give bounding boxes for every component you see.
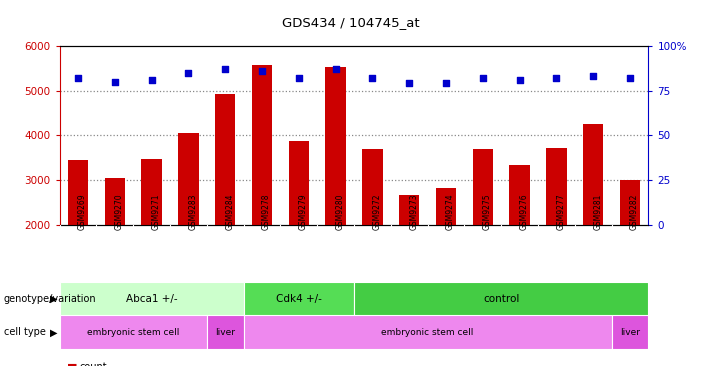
Bar — [325, 67, 346, 225]
Text: liver: liver — [620, 328, 640, 337]
Point — [109, 79, 121, 85]
Bar — [436, 188, 456, 225]
Point — [367, 75, 378, 81]
Bar — [68, 160, 88, 225]
Text: control: control — [483, 294, 519, 304]
Text: liver: liver — [215, 328, 236, 337]
Point — [551, 75, 562, 81]
Bar — [142, 159, 162, 225]
Point — [514, 77, 525, 83]
Text: embryonic stem cell: embryonic stem cell — [87, 328, 179, 337]
Bar — [510, 165, 530, 225]
Point — [330, 66, 341, 72]
Text: GSM9278: GSM9278 — [262, 193, 271, 229]
Text: count: count — [79, 362, 107, 366]
Text: embryonic stem cell: embryonic stem cell — [381, 328, 474, 337]
Bar — [362, 149, 383, 225]
Text: GSM9280: GSM9280 — [336, 193, 345, 229]
Text: GSM9279: GSM9279 — [299, 193, 308, 229]
Text: GSM9284: GSM9284 — [225, 193, 234, 229]
Point — [625, 75, 636, 81]
Text: ▶: ▶ — [50, 294, 57, 304]
Text: genotype/variation: genotype/variation — [4, 294, 96, 304]
Bar — [354, 282, 648, 315]
Text: Cdk4 +/-: Cdk4 +/- — [276, 294, 322, 304]
Bar — [583, 124, 604, 225]
Text: GSM9270: GSM9270 — [115, 193, 124, 229]
Bar — [60, 315, 207, 349]
Text: GSM9282: GSM9282 — [630, 193, 639, 229]
Text: GSM9269: GSM9269 — [78, 193, 87, 229]
Bar — [215, 94, 236, 225]
Point — [72, 75, 83, 81]
Text: ■: ■ — [67, 362, 77, 366]
Bar — [620, 180, 640, 225]
Point — [183, 70, 194, 75]
Bar — [472, 149, 493, 225]
Bar — [289, 141, 309, 225]
Point — [219, 66, 231, 72]
Bar — [60, 282, 244, 315]
Text: GSM9281: GSM9281 — [593, 193, 602, 229]
Point — [257, 68, 268, 74]
Text: GSM9272: GSM9272 — [372, 193, 381, 229]
Text: Abca1 +/-: Abca1 +/- — [125, 294, 177, 304]
Bar — [244, 282, 354, 315]
Bar — [104, 178, 125, 225]
Text: ▶: ▶ — [50, 327, 57, 337]
Point — [587, 73, 599, 79]
Bar — [399, 195, 419, 225]
Point — [146, 77, 157, 83]
Text: GSM9273: GSM9273 — [409, 193, 418, 229]
Text: GSM9275: GSM9275 — [483, 193, 492, 229]
Text: GSM9283: GSM9283 — [189, 193, 198, 229]
Point — [440, 81, 451, 86]
Text: GSM9274: GSM9274 — [446, 193, 455, 229]
Bar — [612, 315, 648, 349]
Text: GSM9277: GSM9277 — [557, 193, 566, 229]
Bar — [244, 315, 612, 349]
Bar — [207, 315, 244, 349]
Bar — [252, 64, 272, 225]
Point — [293, 75, 304, 81]
Point — [404, 81, 415, 86]
Text: GDS434 / 104745_at: GDS434 / 104745_at — [282, 16, 419, 30]
Text: GSM9276: GSM9276 — [519, 193, 529, 229]
Bar — [546, 147, 566, 225]
Text: cell type: cell type — [4, 327, 46, 337]
Bar — [178, 133, 198, 225]
Text: GSM9271: GSM9271 — [151, 193, 161, 229]
Point — [477, 75, 489, 81]
